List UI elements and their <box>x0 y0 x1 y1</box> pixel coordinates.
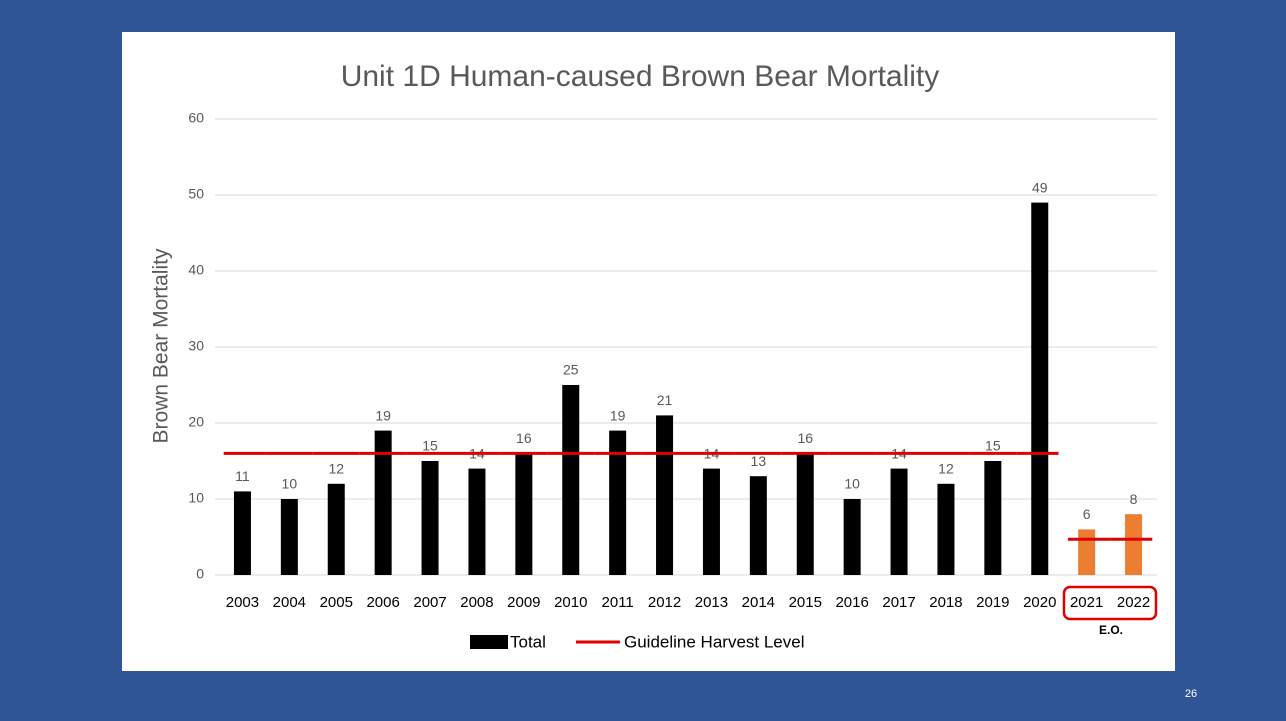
bar <box>702 468 720 575</box>
value-label: 16 <box>797 430 813 446</box>
x-tick-label: 2017 <box>882 594 915 611</box>
x-tick-label: 2004 <box>273 594 306 611</box>
y-tick-label: 10 <box>188 490 204 506</box>
bar <box>374 430 392 575</box>
bar <box>327 483 345 575</box>
x-tick-label: 2015 <box>789 594 822 611</box>
x-tick-label: 2013 <box>695 594 728 611</box>
value-label: 10 <box>844 476 860 492</box>
y-tick-label: 0 <box>196 566 204 582</box>
bar <box>984 461 1002 575</box>
value-label: 15 <box>422 438 438 454</box>
value-label: 13 <box>751 453 767 469</box>
x-tick-label: 2016 <box>835 594 868 611</box>
bar <box>1031 202 1049 575</box>
bar <box>609 430 627 575</box>
value-label: 49 <box>1032 179 1048 195</box>
bar <box>1078 529 1096 575</box>
x-tick-label: 2003 <box>226 594 259 611</box>
x-tick-label: 2020 <box>1023 594 1056 611</box>
x-tick-label: 2010 <box>554 594 587 611</box>
value-label: 25 <box>563 362 579 378</box>
bar <box>796 453 814 575</box>
y-tick-label: 60 <box>188 110 204 126</box>
x-tick-label: 2012 <box>648 594 681 611</box>
x-tick-label: 2007 <box>413 594 446 611</box>
bar <box>843 499 861 575</box>
bar <box>562 385 580 575</box>
bar <box>656 415 674 575</box>
value-label: 15 <box>985 438 1001 454</box>
x-tick-label: 2014 <box>742 594 775 611</box>
bar <box>890 468 908 575</box>
x-tick-label: 2022 <box>1117 594 1150 611</box>
bar <box>1125 514 1143 575</box>
x-tick-label: 2021 <box>1070 594 1103 611</box>
x-tick-label: 2019 <box>976 594 1009 611</box>
y-tick-label: 20 <box>188 414 204 430</box>
value-label: 12 <box>328 461 344 477</box>
legend-label: Guideline Harvest Level <box>624 632 804 651</box>
annotation: E.O. <box>1099 623 1123 637</box>
x-tick-label: 2018 <box>929 594 962 611</box>
bar <box>749 476 767 575</box>
value-label: 19 <box>610 407 626 423</box>
y-tick-label: 50 <box>188 186 204 202</box>
x-tick-label: 2011 <box>602 594 634 611</box>
bar <box>233 491 251 575</box>
value-label: 10 <box>282 476 298 492</box>
x-tick-label: 2005 <box>320 594 353 611</box>
bar <box>515 453 533 575</box>
bar <box>280 499 298 575</box>
bar <box>937 483 955 575</box>
y-tick-label: 30 <box>188 338 204 354</box>
legend-swatch <box>470 635 508 649</box>
y-axis-label: Brown Bear Mortality <box>150 248 173 443</box>
value-label: 19 <box>375 407 391 423</box>
value-label: 21 <box>657 392 673 408</box>
highlight-box <box>1062 585 1158 621</box>
value-label: 12 <box>938 461 954 477</box>
value-label: 8 <box>1130 491 1138 507</box>
value-label: 11 <box>235 468 250 484</box>
bar <box>468 468 486 575</box>
chart-title: Unit 1D Human-caused Brown Bear Mortalit… <box>341 60 940 93</box>
x-tick-label: 2008 <box>460 594 493 611</box>
value-label: 6 <box>1083 506 1091 522</box>
x-tick-label: 2006 <box>366 594 399 611</box>
value-label: 16 <box>516 430 532 446</box>
page-number: 26 <box>1185 688 1197 700</box>
x-tick-label: 2009 <box>507 594 540 611</box>
legend-label: Total <box>510 632 546 651</box>
y-tick-label: 40 <box>188 262 204 278</box>
bar <box>421 461 439 575</box>
